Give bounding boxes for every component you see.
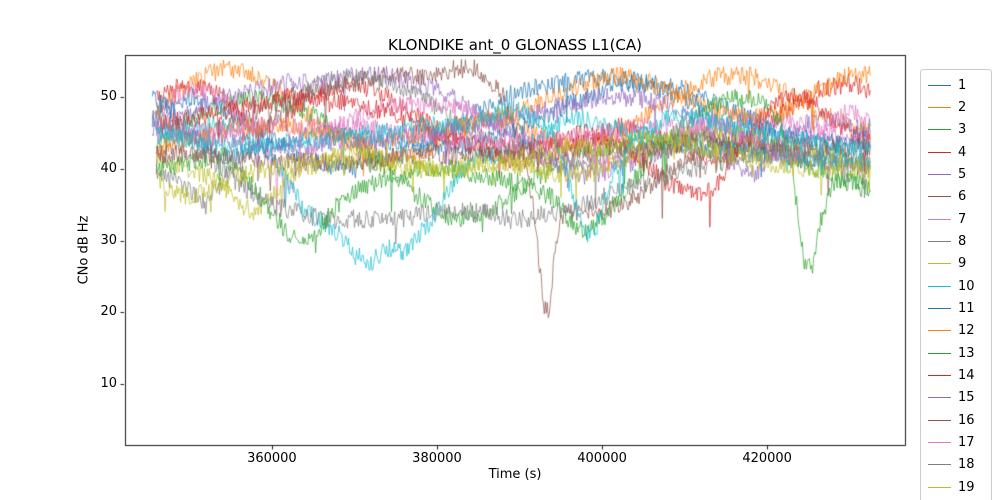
legend-entry-label: 5: [958, 166, 967, 182]
legend-entry: 8: [921, 230, 991, 252]
y-tick-label: 30: [100, 232, 117, 248]
legend-line-sample: [928, 464, 951, 466]
x-tick-label: 400000: [577, 451, 627, 466]
legend-entry: 11: [921, 297, 991, 319]
legend-entry: 3: [921, 119, 991, 141]
legend-entry-label: 7: [958, 211, 967, 227]
y-tick-label: 50: [100, 89, 117, 105]
legend: 1234567891011121314151617181920: [920, 69, 992, 500]
legend-line-sample: [928, 129, 951, 131]
legend-line-sample: [928, 285, 951, 287]
legend-entry: 18: [921, 454, 991, 476]
legend-entry-label: 2: [958, 99, 967, 115]
legend-entry: 2: [921, 96, 991, 118]
x-axis-label: Time (s): [488, 467, 542, 482]
legend-entry-label: 18: [958, 457, 975, 473]
legend-entry-label: 9: [958, 256, 967, 272]
legend-entry-label: 1: [958, 77, 967, 93]
legend-entry-label: 12: [958, 323, 975, 339]
legend-line-sample: [928, 307, 951, 309]
legend-line-sample: [928, 218, 951, 220]
legend-entry: 6: [921, 186, 991, 208]
legend-line-sample: [928, 263, 951, 265]
legend-line-sample: [928, 173, 951, 175]
legend-entry: 4: [921, 141, 991, 163]
legend-entry-label: 13: [958, 345, 975, 361]
legend-entry: 17: [921, 431, 991, 453]
legend-entry: 14: [921, 364, 991, 386]
legend-line-sample: [928, 84, 951, 86]
y-tick-label: 10: [100, 376, 117, 392]
legend-entry-label: 10: [958, 278, 975, 294]
legend-line-sample: [928, 240, 951, 242]
legend-entry: 19: [921, 476, 991, 498]
chart-title: KLONDIKE ant_0 GLONASS L1(CA): [387, 36, 643, 54]
legend-line-sample: [928, 196, 951, 198]
legend-line-sample: [928, 486, 951, 488]
legend-line-sample: [928, 330, 951, 332]
legend-entry-label: 6: [958, 189, 967, 205]
legend-entry: 5: [921, 163, 991, 185]
legend-line-sample: [928, 419, 951, 421]
legend-entry: 1: [921, 74, 991, 96]
legend-entry-label: 11: [958, 300, 975, 316]
legend-line-sample: [928, 374, 951, 376]
y-tick-label: 40: [100, 160, 117, 176]
legend-entry: 10: [921, 275, 991, 297]
legend-entry-label: 4: [958, 144, 967, 160]
legend-entry-label: 16: [958, 412, 975, 428]
legend-entry: 13: [921, 342, 991, 364]
x-tick-label: 360000: [247, 451, 297, 466]
legend-entry: 7: [921, 208, 991, 230]
legend-line-sample: [928, 397, 951, 399]
x-tick-label: 380000: [412, 451, 462, 466]
legend-entry: 12: [921, 320, 991, 342]
legend-entry-label: 15: [958, 390, 975, 406]
legend-entry-label: 14: [958, 367, 975, 383]
legend-entry-label: 8: [958, 233, 967, 249]
legend-line-sample: [928, 151, 951, 153]
legend-entry-label: 19: [958, 479, 975, 495]
legend-entry: 16: [921, 409, 991, 431]
legend-line-sample: [928, 352, 951, 354]
legend-line-sample: [928, 106, 951, 108]
legend-line-sample: [928, 441, 951, 443]
legend-entry: 15: [921, 387, 991, 409]
y-tick-label: 20: [100, 304, 117, 320]
x-tick-label: 420000: [742, 451, 792, 466]
legend-entry-label: 3: [958, 122, 967, 138]
y-axis-label: CNo dB Hz: [76, 215, 92, 285]
legend-entry-label: 17: [958, 434, 975, 450]
legend-entry: 9: [921, 253, 991, 275]
